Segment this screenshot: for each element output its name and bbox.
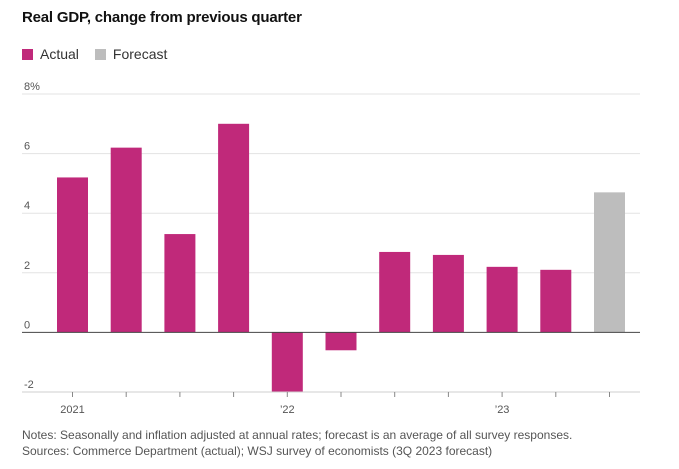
- chart-title: Real GDP, change from previous quarter: [22, 9, 302, 26]
- notes-text: Notes: Seasonally and inflation adjusted…: [22, 428, 573, 442]
- legend-label-actual: Actual: [40, 46, 79, 62]
- bar-actual-4: [271, 332, 303, 392]
- legend-item-actual: Actual: [22, 46, 79, 62]
- legend-item-forecast: Forecast: [94, 46, 168, 62]
- chart-legend: Actual Forecast: [22, 46, 183, 62]
- bar-actual-3: [218, 123, 250, 333]
- bar-actual-0: [57, 177, 88, 333]
- y-tick-label: -2: [24, 379, 34, 391]
- y-tick-label: 4: [24, 200, 30, 212]
- chart-notes: Notes: Seasonally and inflation adjusted…: [22, 427, 572, 459]
- sources-text: Sources: Commerce Department (actual); W…: [22, 444, 493, 458]
- x-tick-label: ’23: [495, 404, 510, 416]
- bar-forecast-10: [594, 192, 625, 333]
- bar-actual-7: [432, 254, 464, 333]
- bar-actual-1: [110, 147, 142, 333]
- legend-swatch-forecast: [94, 48, 106, 60]
- y-tick-label: 0: [24, 319, 30, 331]
- bar-actual-8: [486, 266, 518, 333]
- bar-actual-9: [540, 269, 572, 333]
- bar-actual-2: [164, 234, 196, 333]
- y-tick-label: 6: [24, 141, 30, 153]
- legend-swatch-actual: [22, 48, 33, 60]
- y-tick-label: 8%: [24, 81, 40, 93]
- bar-chart: -2 0 2 4 6 8% 2021 ’22 ’23: [22, 81, 640, 416]
- bar-actual-6: [379, 251, 411, 333]
- bar-actual-5: [325, 332, 357, 351]
- x-tick-label: 2021: [60, 404, 84, 416]
- x-tick-label: ’22: [280, 404, 295, 416]
- y-tick-label: 2: [24, 260, 30, 272]
- legend-label-forecast: Forecast: [112, 46, 168, 62]
